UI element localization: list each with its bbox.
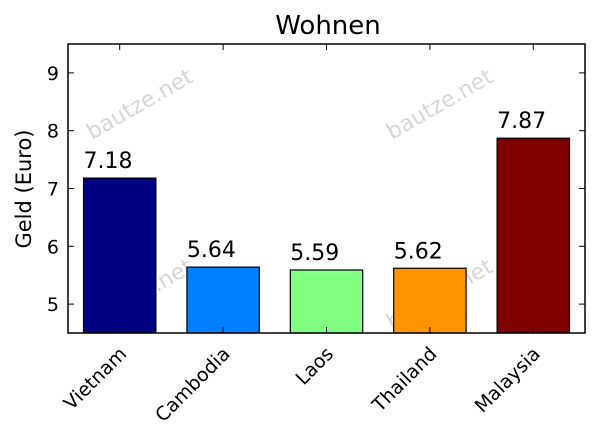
- chart-title: Wohnen: [275, 11, 381, 41]
- x-tick-label-malaysia: Malaysia: [471, 343, 545, 417]
- y-tick-label: 7: [47, 179, 59, 201]
- y-tick-label: 8: [47, 121, 59, 143]
- y-tick-label: 9: [47, 63, 59, 85]
- bar-cambodia: [186, 266, 260, 334]
- bar-laos: [289, 269, 364, 334]
- y-tick-label: 5: [47, 294, 59, 316]
- data-label-vietnam: 7.18: [84, 149, 133, 174]
- x-tick-label-cambodia: Cambodia: [151, 343, 235, 427]
- x-tick-label-thailand: Thailand: [367, 343, 441, 417]
- bar-vietnam: [82, 177, 157, 334]
- data-label-laos: 5.59: [290, 241, 339, 266]
- y-tick-label: 6: [47, 236, 59, 258]
- x-tick-label-vietnam: Vietnam: [60, 343, 132, 415]
- bar-malaysia: [496, 137, 571, 334]
- watermark-text: bautze.net: [83, 64, 198, 145]
- data-label-thailand: 5.62: [394, 239, 443, 264]
- data-label-cambodia: 5.64: [187, 238, 236, 263]
- bar-thailand: [393, 267, 467, 334]
- plot-frame: [67, 43, 586, 334]
- data-label-malaysia: 7.87: [497, 109, 546, 134]
- y-axis-label: Geld (Euro): [12, 129, 36, 248]
- x-tick-label-laos: Laos: [292, 343, 339, 390]
- ticks-group: 5 6 7 8 9: [47, 63, 585, 316]
- watermark-text: bautze.net: [383, 64, 498, 145]
